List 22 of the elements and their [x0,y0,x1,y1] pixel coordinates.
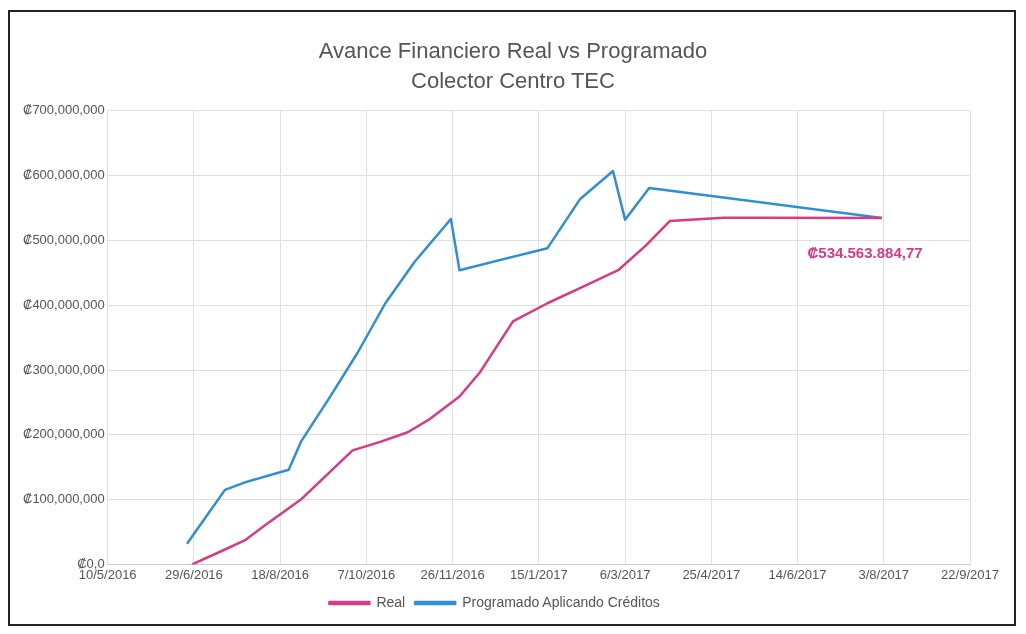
y-tick-label: ₡600,000,000 [22,167,105,183]
x-tick-label: 3/8/2017 [858,566,910,582]
x-tick-label: 14/6/2017 [768,566,827,582]
x-tick-label: 25/4/2017 [682,566,741,582]
legend-label: Real [376,593,406,610]
x-tick-label: 15/1/2017 [509,566,568,582]
y-tick-label: ₡300,000,000 [22,361,105,377]
y-tick-label: ₡400,000,000 [22,296,105,312]
y-tick-label: ₡200,000,000 [22,426,105,442]
chart-title: Avance Financiero Real vs Programado [317,37,709,65]
chart-subtitle: Colector Centro TEC [410,67,616,95]
x-tick-label: 18/8/2016 [251,566,310,582]
x-tick-label: 22/9/2017 [941,566,999,582]
x-tick-label: 6/3/2017 [599,566,651,582]
annotation: ₡534.563.884,77 [807,244,923,262]
x-tick-label: 26/11/2016 [420,566,485,582]
y-tick-label: ₡500,000,000 [22,231,105,247]
legend-label: Programado Aplicando Créditos [462,593,660,610]
x-tick-label: 7/10/2016 [337,566,396,582]
y-tick-label: ₡700,000,000 [22,102,105,118]
x-tick-label: 29/6/2016 [164,566,223,582]
y-tick-label: ₡100,000,000 [22,491,105,507]
